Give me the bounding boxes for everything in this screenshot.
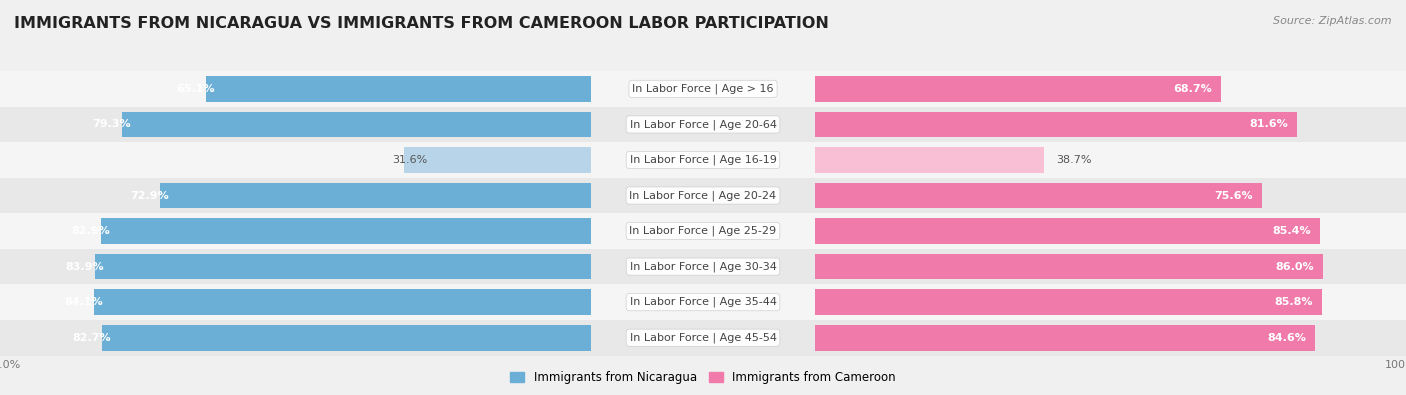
Text: 83.9%: 83.9%: [65, 261, 104, 272]
Bar: [815, 249, 1406, 284]
Text: 38.7%: 38.7%: [1056, 155, 1091, 165]
Bar: [591, 249, 815, 284]
Text: 82.9%: 82.9%: [72, 226, 110, 236]
Bar: [591, 142, 815, 178]
Text: In Labor Force | Age 20-64: In Labor Force | Age 20-64: [630, 119, 776, 130]
Text: 81.6%: 81.6%: [1250, 119, 1288, 130]
Text: 85.8%: 85.8%: [1275, 297, 1313, 307]
Bar: [815, 183, 1263, 208]
Bar: [815, 71, 1406, 107]
Text: In Labor Force | Age 16-19: In Labor Force | Age 16-19: [630, 155, 776, 165]
Text: 84.1%: 84.1%: [65, 297, 103, 307]
Bar: [815, 284, 1406, 320]
Text: 79.3%: 79.3%: [93, 119, 131, 130]
Bar: [815, 142, 1406, 178]
Bar: [160, 183, 591, 208]
Bar: [0, 320, 591, 356]
Bar: [0, 71, 591, 107]
Bar: [815, 325, 1315, 350]
Bar: [815, 254, 1323, 279]
Text: 85.4%: 85.4%: [1272, 226, 1310, 236]
Text: In Labor Force | Age 20-24: In Labor Force | Age 20-24: [630, 190, 776, 201]
Text: 86.0%: 86.0%: [1275, 261, 1315, 272]
Bar: [0, 213, 591, 249]
Text: In Labor Force | Age 35-44: In Labor Force | Age 35-44: [630, 297, 776, 307]
Text: In Labor Force | Age 25-29: In Labor Force | Age 25-29: [630, 226, 776, 236]
Text: 82.7%: 82.7%: [72, 333, 111, 343]
Text: 68.7%: 68.7%: [1174, 84, 1212, 94]
Text: In Labor Force | Age 45-54: In Labor Force | Age 45-54: [630, 333, 776, 343]
Bar: [0, 107, 591, 142]
Text: 65.1%: 65.1%: [176, 84, 215, 94]
Bar: [591, 284, 815, 320]
Text: Source: ZipAtlas.com: Source: ZipAtlas.com: [1274, 16, 1392, 26]
Text: 72.9%: 72.9%: [131, 190, 169, 201]
Bar: [591, 107, 815, 142]
Text: In Labor Force | Age > 16: In Labor Force | Age > 16: [633, 84, 773, 94]
Bar: [815, 107, 1406, 142]
Bar: [0, 142, 591, 178]
Bar: [94, 290, 591, 315]
Bar: [103, 325, 591, 350]
Bar: [207, 76, 591, 102]
Bar: [815, 290, 1322, 315]
Legend: Immigrants from Nicaragua, Immigrants from Cameroon: Immigrants from Nicaragua, Immigrants fr…: [505, 367, 901, 389]
Bar: [0, 178, 591, 213]
Bar: [591, 178, 815, 213]
Bar: [815, 76, 1222, 102]
Bar: [404, 147, 591, 173]
Bar: [122, 112, 591, 137]
Bar: [815, 112, 1298, 137]
Bar: [815, 218, 1320, 244]
Text: In Labor Force | Age 30-34: In Labor Force | Age 30-34: [630, 261, 776, 272]
Bar: [815, 213, 1406, 249]
Text: 31.6%: 31.6%: [392, 155, 427, 165]
Bar: [591, 71, 815, 107]
Bar: [591, 213, 815, 249]
Text: 75.6%: 75.6%: [1215, 190, 1253, 201]
Bar: [101, 218, 591, 244]
Bar: [0, 249, 591, 284]
Text: IMMIGRANTS FROM NICARAGUA VS IMMIGRANTS FROM CAMEROON LABOR PARTICIPATION: IMMIGRANTS FROM NICARAGUA VS IMMIGRANTS …: [14, 16, 830, 31]
Bar: [815, 147, 1045, 173]
Bar: [591, 320, 815, 356]
Bar: [0, 284, 591, 320]
Text: 84.6%: 84.6%: [1267, 333, 1306, 343]
Bar: [815, 320, 1406, 356]
Bar: [96, 254, 591, 279]
Bar: [815, 178, 1406, 213]
